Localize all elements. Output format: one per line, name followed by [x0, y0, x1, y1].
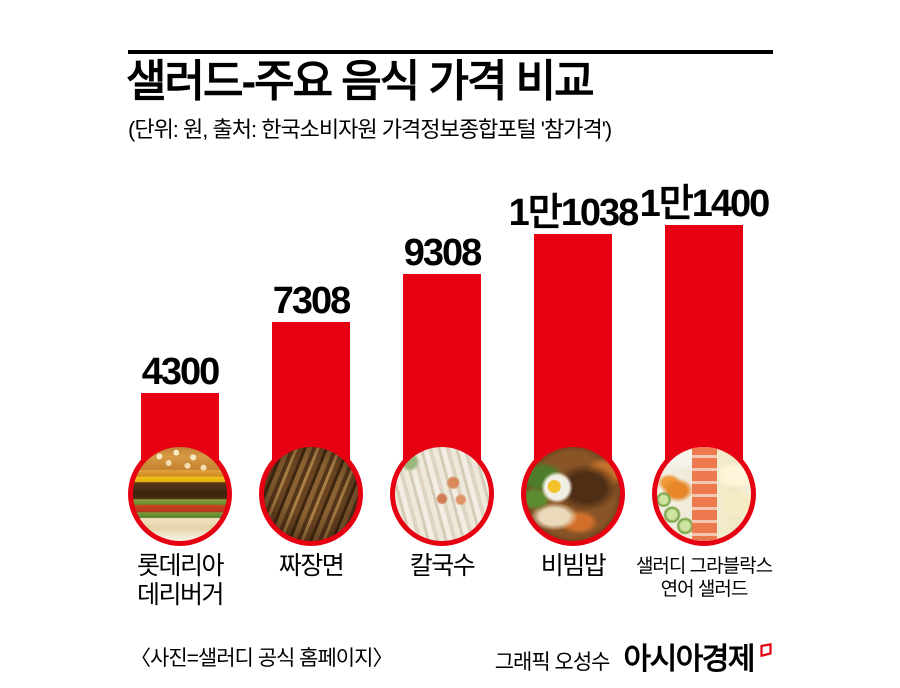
asia-economy-logo-mark-icon	[760, 643, 772, 657]
bar	[272, 322, 350, 494]
bar	[403, 274, 481, 494]
burger-photo	[133, 447, 227, 541]
category-line-1: 롯데리아	[136, 552, 225, 580]
photo-ring	[259, 442, 363, 546]
bar-value-label: 1만1038	[508, 192, 640, 234]
bar-category-label: 롯데리아 데리버거	[80, 552, 280, 610]
photo-ring	[390, 442, 494, 546]
category-line-2: 연어 샐러드	[660, 579, 749, 600]
bar-value-label: 9308	[403, 232, 483, 274]
graphic-credit-text: 그래픽 오성수	[494, 651, 611, 674]
bar-category-label: 짜장면	[211, 552, 411, 581]
bar-category-label: 비빔밥	[473, 552, 673, 581]
bar-value-label: 1만1400	[639, 183, 771, 225]
page-title: 샐러드-주요 음식 가격 비교	[126, 57, 595, 106]
graphic-credit: 그래픽 오성수 아시아경제	[495, 634, 772, 678]
category-line-1: 짜장면	[278, 552, 345, 580]
bar-category-label: 칼국수	[342, 552, 542, 581]
category-line-1: 샐러디 그라블락스	[635, 556, 773, 577]
photo-credit: 〈사진=샐러디 공식 홈페이지〉	[130, 647, 393, 670]
bar	[141, 393, 219, 494]
bibimbap-photo	[526, 447, 620, 541]
category-line-1: 비빔밥	[540, 552, 607, 580]
kalguksu-photo	[395, 447, 489, 541]
jjajangmyeon-photo	[264, 447, 358, 541]
photo-ring	[652, 442, 756, 546]
bar-group-salady-salmon-salad: 1만1400 샐러디 그라블락스 연어 샐러드	[604, 0, 804, 688]
category-line-1: 칼국수	[409, 552, 476, 580]
photo-ring	[128, 442, 232, 546]
title-rule	[128, 50, 773, 54]
bar-category-label: 샐러디 그라블락스 연어 샐러드	[604, 555, 804, 601]
photo-ring	[521, 442, 625, 546]
bar	[665, 225, 743, 494]
bar-value-label: 4300	[141, 351, 221, 393]
bar-value-label: 7308	[272, 280, 352, 322]
category-line-2: 데리버거	[136, 581, 225, 609]
salmon-salad-photo	[657, 447, 751, 541]
brand-logo-text: 아시아경제	[623, 643, 756, 676]
bar	[534, 234, 612, 494]
unit-source-note: (단위: 원, 출처: 한국소비자원 가격정보종합포털 '참가격')	[128, 117, 612, 142]
